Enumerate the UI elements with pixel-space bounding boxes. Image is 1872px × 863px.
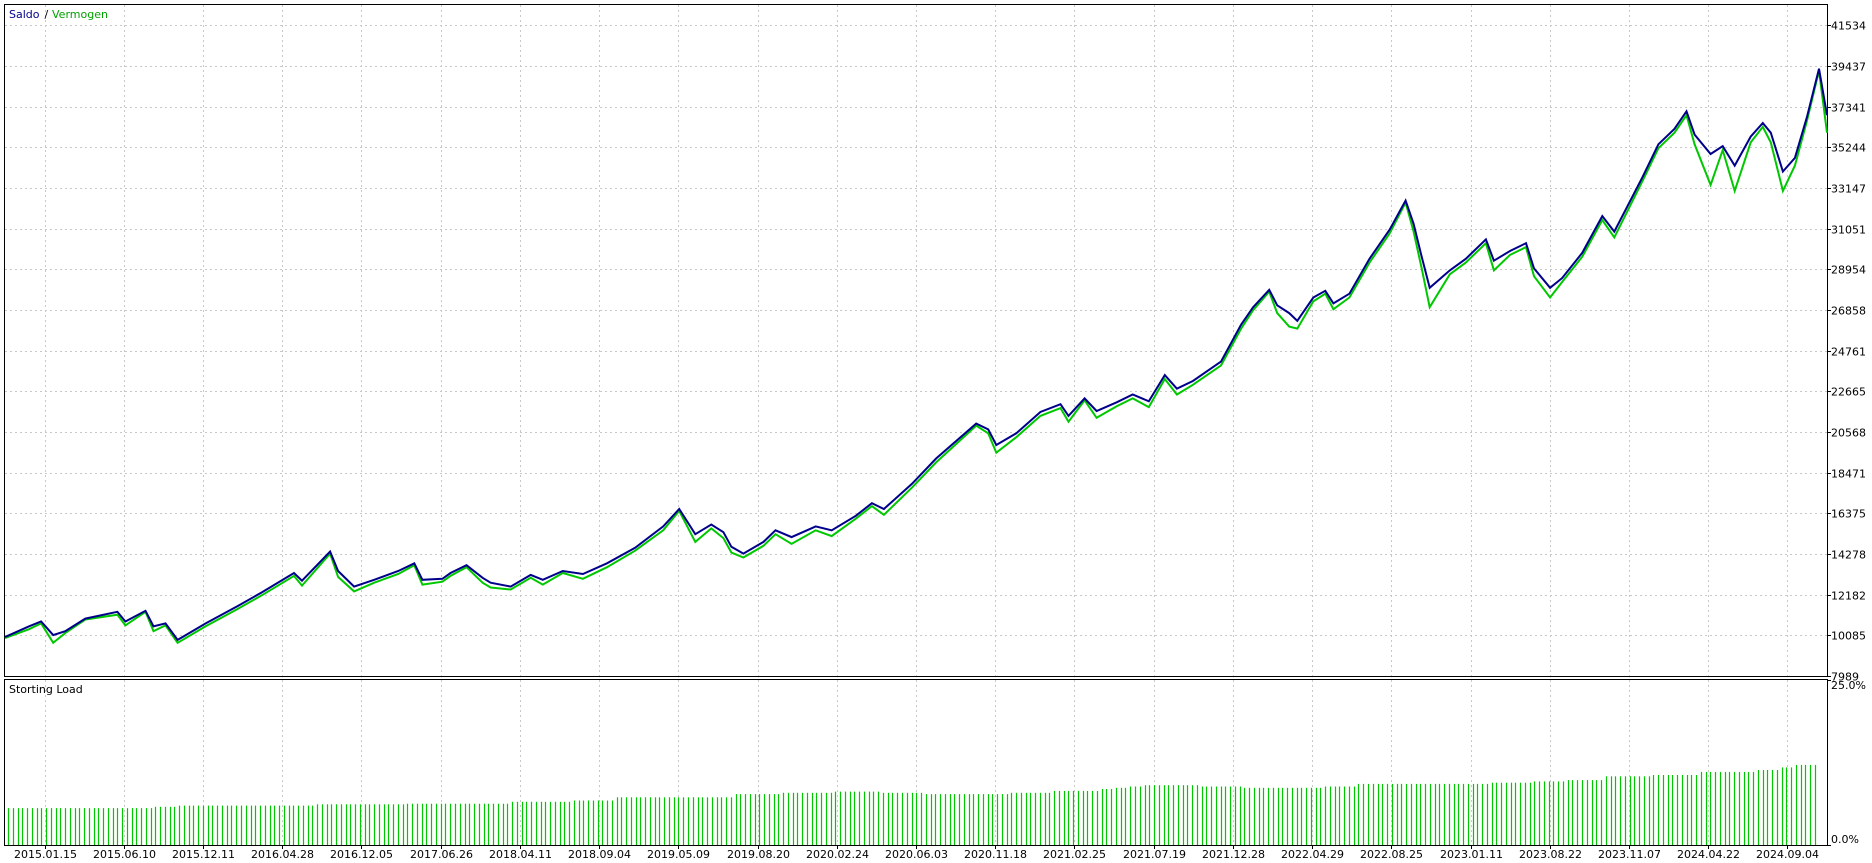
x-tick-label: 2018.04.11	[489, 848, 552, 859]
main-y-tick-label: 33147	[1831, 183, 1866, 196]
sub-y-tick-label: 25.0%	[1831, 679, 1866, 692]
x-tick-label: 2022.08.25	[1360, 848, 1423, 859]
main-y-tick-label: 28954	[1831, 264, 1866, 277]
x-tick-label: 2023.08.22	[1519, 848, 1582, 859]
x-tick-label: 2024.09.04	[1756, 848, 1819, 859]
x-tick-label: 2021.07.19	[1123, 848, 1186, 859]
x-tick-label: 2017.06.26	[410, 848, 473, 859]
x-tick-label: 2023.01.11	[1440, 848, 1503, 859]
main-y-tick-label: 16375	[1831, 508, 1866, 521]
x-tick-label: 2015.12.11	[172, 848, 235, 859]
main-y-tick-label: 22665	[1831, 386, 1866, 399]
x-tick-label: 2023.11.07	[1598, 848, 1661, 859]
x-tick-label: 2015.06.10	[93, 848, 156, 859]
legend-equity: Vermogen	[52, 8, 108, 21]
main-y-tick-label: 20568	[1831, 427, 1866, 440]
x-tick-label: 2020.02.24	[806, 848, 869, 859]
main-series-group	[4, 68, 1828, 645]
main-y-tick-label: 7989	[1831, 671, 1859, 684]
main-y-tick-label: 24761	[1831, 346, 1866, 359]
equity-line	[4, 70, 1828, 645]
x-tick-label: 2021.02.25	[1043, 848, 1106, 859]
x-tick-label: 2024.04.22	[1677, 848, 1740, 859]
main-y-tick-label: 41534	[1831, 20, 1866, 33]
x-tick-label: 2016.12.05	[330, 848, 393, 859]
main-y-tick-label: 14278	[1831, 549, 1866, 562]
main-y-axis: 41534 39437 37341 35244 33147 31051 28954 26858…	[1827, 20, 1866, 684]
x-tick-label: 2021.12.28	[1202, 848, 1265, 859]
legend-separator: /	[41, 8, 52, 21]
x-tick-label: 2019.08.20	[727, 848, 790, 859]
main-y-tick-label: 12182	[1831, 590, 1866, 603]
main-y-tick-label: 39437	[1831, 61, 1866, 74]
balance-line	[4, 68, 1828, 642]
main-y-tick-label: 35244	[1831, 142, 1866, 155]
main-grid	[5, 5, 1827, 676]
x-tick-label: 2018.09.04	[568, 848, 631, 859]
subpanel-y-axis: 25.0% 0.0%	[1827, 679, 1866, 846]
deposit-load-bars	[7, 764, 1817, 845]
main-y-tick-label: 10085	[1831, 630, 1866, 643]
main-y-tick-label: 31051	[1831, 224, 1866, 237]
sub-y-tick-label: 0.0%	[1831, 833, 1859, 846]
x-tick-label: 2015.01.15	[14, 848, 77, 859]
subpanel-title: Storting Load	[9, 683, 83, 696]
main-y-tick-label: 37341	[1831, 102, 1866, 115]
x-tick-label: 2016.04.28	[251, 848, 314, 859]
legend-balance: Saldo	[9, 8, 40, 21]
x-tick-label: 2020.11.18	[964, 848, 1027, 859]
x-tick-label: 2020.06.03	[885, 848, 948, 859]
x-tick-label: 2019.05.09	[647, 848, 710, 859]
x-axis: 2015.01.15 2015.06.10 2015.12.11 2016.04.28…	[14, 845, 1819, 861]
x-tick-label: 2022.04.29	[1281, 848, 1344, 859]
main-y-tick-label: 18471	[1831, 468, 1866, 481]
main-y-tick-label: 26858	[1831, 305, 1866, 318]
